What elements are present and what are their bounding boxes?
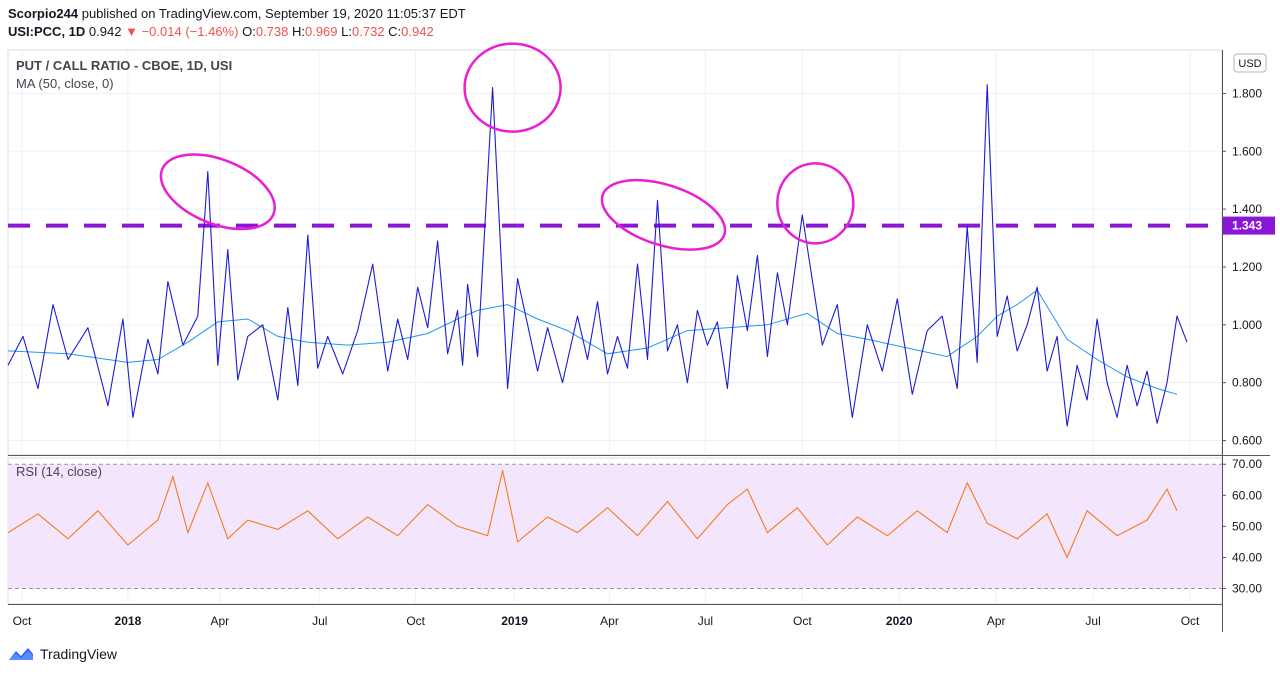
publish-info: Scorpio244 published on TradingView.com,… [8, 6, 466, 21]
x-tick-label: Jul [312, 614, 327, 628]
x-tick-label: Apr [600, 614, 619, 628]
x-tick-label: 2019 [501, 614, 528, 628]
low-label: L: [341, 24, 352, 39]
main-pane-frame [7, 49, 1223, 456]
ma-50-line [7, 289, 1178, 395]
close-value: 0.942 [401, 24, 434, 39]
rsi-y-tick-label: 30.00 [1232, 581, 1262, 595]
rsi-band [8, 464, 1222, 589]
currency-badge-label: USD [1238, 58, 1261, 70]
x-tick-label: Oct [13, 614, 32, 628]
down-arrow-icon: ▼ [125, 24, 138, 39]
low-value: 0.732 [352, 24, 385, 39]
rsi-pane-label: RSI (14, close) [16, 464, 102, 479]
x-tick-label: Jul [698, 614, 713, 628]
symbol-label: USI:PCC, 1D [8, 24, 86, 39]
x-tick-label: Oct [793, 614, 812, 628]
x-tick-label: Apr [987, 614, 1006, 628]
price-change: −0.014 (−1.46%) [141, 24, 239, 39]
open-value: 0.738 [255, 24, 289, 39]
annotation-ellipse [463, 42, 562, 133]
published-text: published on TradingView.com, September … [81, 6, 466, 21]
main-pane-title: PUT / CALL RATIO - CBOE, 1D, USI [16, 58, 232, 73]
rsi-line [7, 470, 1178, 559]
y-tick-label: 1.000 [1232, 318, 1262, 332]
annotation-ellipse [600, 178, 727, 251]
y-tick-label: 0.800 [1232, 376, 1262, 390]
put-call-ratio-line [7, 84, 1188, 427]
x-tick-label: Oct [1181, 614, 1200, 628]
close-label: C: [388, 24, 402, 39]
author-name[interactable]: Scorpio244 [8, 6, 79, 21]
tradingview-brand: TradingView [40, 646, 118, 662]
level-price-label: 1.343 [1232, 219, 1262, 233]
open-label: O: [242, 24, 256, 39]
annotation-ellipse [776, 162, 855, 245]
last-price: 0.942 [88, 24, 122, 39]
ohlc-legend: USI:PCC, 1D 0.942 ▼ −0.014 (−1.46%) O:0.… [8, 24, 434, 39]
tradingview-footer[interactable]: TradingView [8, 646, 117, 662]
annotation-ellipse [159, 153, 276, 231]
y-tick-label: 1.600 [1232, 144, 1262, 158]
rsi-y-tick-label: 50.00 [1232, 519, 1262, 533]
x-tick-label: Jul [1085, 614, 1100, 628]
y-tick-label: 1.800 [1232, 86, 1262, 100]
tradingview-logo-icon [9, 648, 33, 660]
level-price-tag [1223, 216, 1275, 235]
ma-indicator-label: MA (50, close, 0) [16, 76, 114, 91]
rsi-y-tick-label: 60.00 [1232, 488, 1262, 502]
x-tick-label: 2020 [886, 614, 913, 628]
currency-badge [1233, 53, 1267, 73]
rsi-y-tick-label: 40.00 [1232, 550, 1262, 564]
x-tick-label: Apr [210, 614, 229, 628]
y-tick-label: 1.400 [1232, 202, 1262, 216]
x-tick-label: Oct [406, 614, 425, 628]
high-label: H: [291, 24, 305, 39]
x-tick-label: 2018 [115, 614, 142, 628]
y-tick-label: 1.200 [1232, 260, 1262, 274]
high-value: 0.969 [304, 24, 338, 39]
y-tick-label: 0.600 [1232, 434, 1262, 448]
rsi-y-tick-label: 70.00 [1232, 457, 1262, 471]
